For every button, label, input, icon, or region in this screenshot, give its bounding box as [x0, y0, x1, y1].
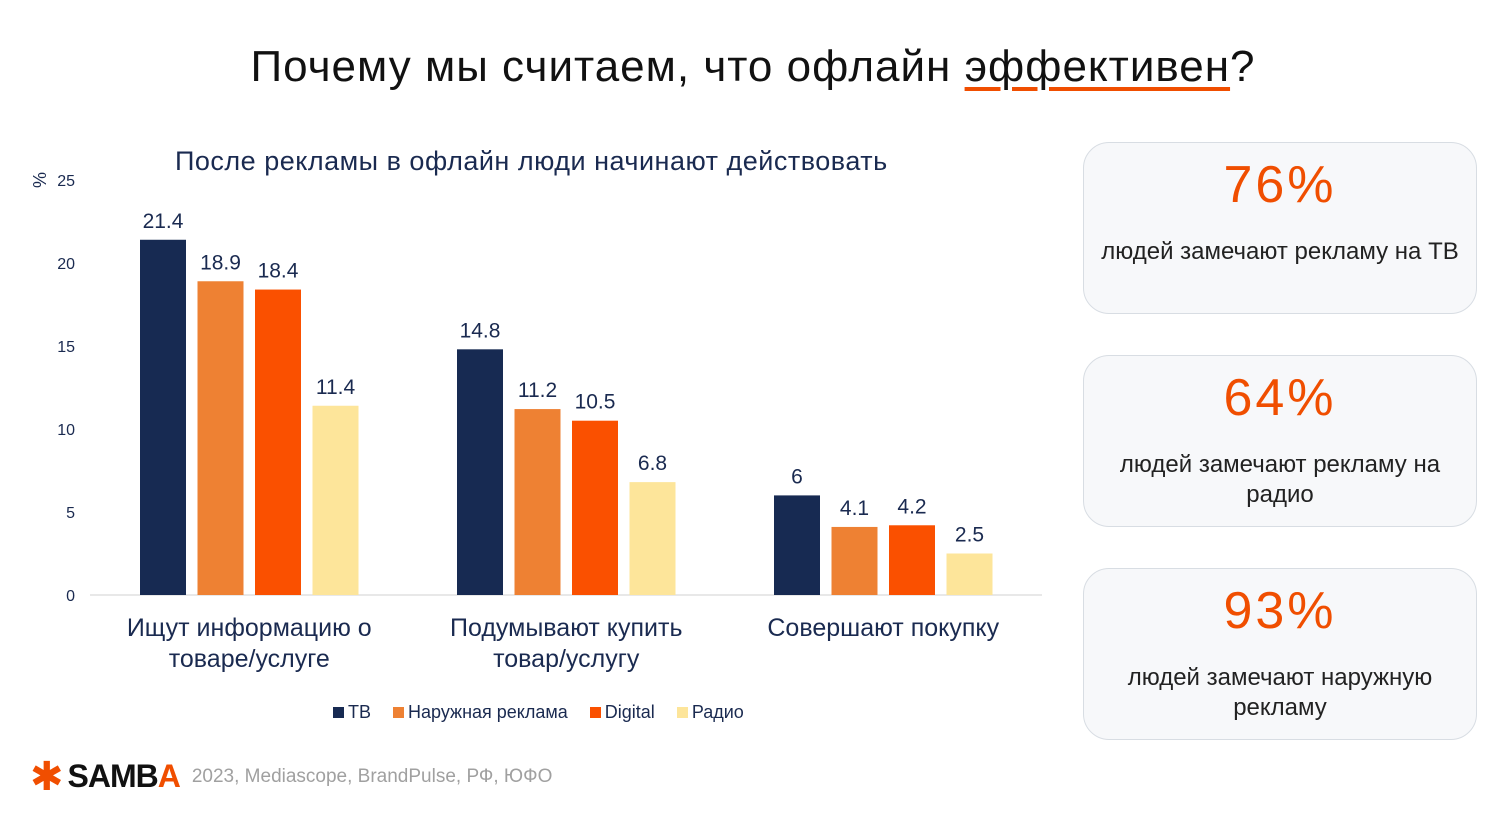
bar	[197, 281, 244, 595]
stat-value: 64%	[1223, 369, 1337, 427]
data-label: 18.4	[258, 260, 299, 283]
legend: ТВ Наружная реклама Digital Радио	[333, 702, 744, 723]
footer: ✱ SAMBA 2023, Mediascope, BrandPulse, РФ…	[30, 754, 553, 799]
legend-item: Радио	[676, 702, 744, 723]
y-tick-label: 15	[57, 339, 75, 356]
legend-swatch	[676, 707, 688, 718]
bar	[889, 525, 935, 595]
data-label: 18.9	[200, 251, 241, 274]
bar	[514, 409, 561, 595]
page-title: Почему мы считаем, что офлайн эффективен…	[250, 42, 1256, 91]
y-tick-label: 0	[66, 588, 75, 605]
stat-value: 76%	[1223, 156, 1337, 214]
bar	[629, 482, 676, 595]
x-category-label: Совершают покупку	[767, 614, 999, 642]
samba-logo: SAMBA	[67, 758, 181, 794]
legend-item: Наружная реклама	[393, 702, 568, 723]
bar	[946, 553, 993, 595]
y-tick-label: 5	[66, 505, 75, 522]
stat-card-radio: 64% людей замечают рекламу на радио	[1083, 355, 1477, 527]
legend-label: Радио	[691, 702, 744, 722]
bar	[572, 420, 618, 595]
data-label: 11.4	[316, 376, 356, 399]
y-tick-label: 20	[57, 256, 75, 273]
bar	[140, 239, 186, 595]
data-label: 14.8	[460, 319, 501, 342]
bar	[774, 495, 820, 595]
stat-card-tv: 76% людей замечают рекламу на ТВ	[1083, 142, 1477, 314]
data-label: 6.8	[638, 452, 667, 475]
stat-text: людей замечают рекламу на радио	[1119, 451, 1441, 508]
data-label: 10.5	[575, 391, 616, 414]
x-category-label: Подумывают купить	[450, 614, 682, 642]
data-label: 4.1	[840, 497, 869, 520]
source-note: 2023, Mediascope, BrandPulse, РФ, ЮФО	[191, 765, 553, 787]
bar	[255, 289, 301, 595]
stat-value: 93%	[1223, 582, 1337, 640]
legend-swatch	[393, 707, 405, 718]
y-axis-label: %	[29, 172, 49, 188]
data-label: 6	[791, 465, 803, 488]
bar	[312, 405, 359, 595]
legend-item: Digital	[589, 702, 655, 723]
y-tick-label: 25	[57, 173, 75, 190]
legend-label: Наружная реклама	[408, 702, 568, 722]
bar	[831, 526, 878, 595]
data-label: 21.4	[143, 210, 184, 233]
legend-item: ТВ	[333, 702, 371, 723]
samba-logo-asterisk-icon: ✱	[30, 754, 64, 799]
data-label: 4.2	[897, 495, 926, 518]
chart-title: После рекламы в офлайн люди начинают дей…	[175, 146, 888, 176]
x-category-label: товаре/услуге	[169, 645, 330, 673]
data-label: 2.5	[955, 524, 984, 547]
legend-swatch	[333, 707, 344, 718]
x-category-label: Ищут информацию о	[127, 614, 372, 642]
legend-label: Digital	[604, 702, 655, 722]
bar	[457, 349, 503, 595]
data-label: 11.2	[518, 379, 557, 402]
legend-label: ТВ	[348, 702, 372, 722]
y-tick-label: 10	[57, 422, 75, 439]
legend-swatch	[589, 707, 601, 718]
bar-chart: 0 5 10 15 20 25% 21.4 18.9 18.4 11.4 Ищут информац…	[29, 172, 1042, 673]
stat-text: людей замечают наружную рекламу	[1127, 664, 1433, 721]
stat-card-outdoor: 93% людей замечают наружную рекламу	[1083, 568, 1477, 740]
x-category-label: товар/услугу	[493, 645, 640, 673]
stat-text: людей замечают рекламу на ТВ	[1101, 238, 1459, 265]
